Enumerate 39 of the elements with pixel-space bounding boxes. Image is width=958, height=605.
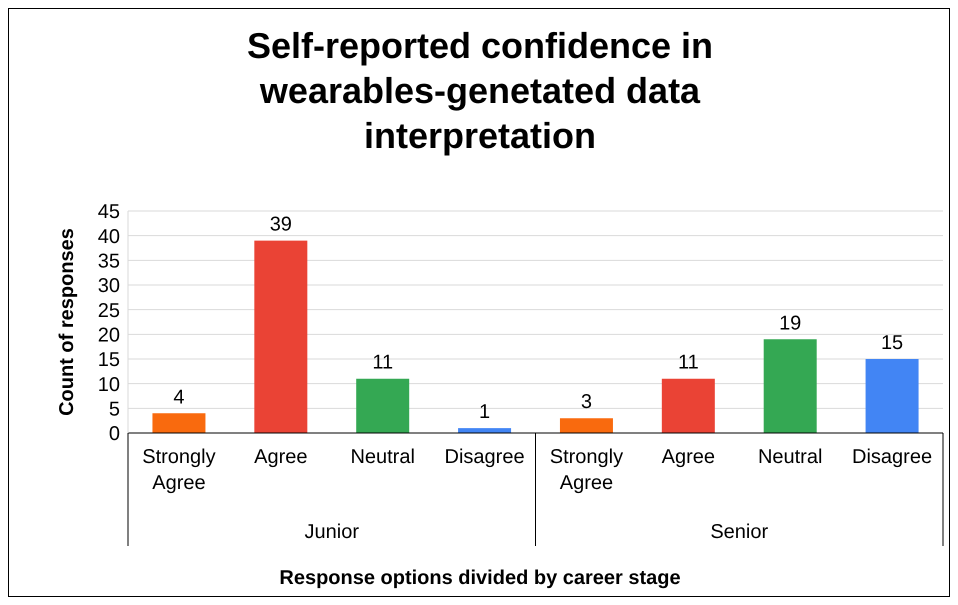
y-tick-label: 25 — [98, 300, 120, 322]
bar — [458, 428, 512, 433]
x-tick-label: Agree — [254, 446, 308, 468]
y-tick-label: 20 — [98, 324, 120, 346]
x-tick-label: Agree — [662, 446, 715, 468]
y-tick-label: 5 — [108, 398, 120, 420]
x-tick-label: Disagree — [852, 446, 932, 468]
bar — [152, 413, 206, 433]
data-label: 39 — [270, 214, 292, 236]
bar — [764, 339, 817, 433]
y-tick-label: 15 — [98, 349, 120, 372]
bar — [662, 378, 715, 433]
y-tick-label: 30 — [98, 275, 120, 298]
x-tick-label: Neutral — [350, 446, 415, 468]
data-label: 1 — [479, 401, 490, 424]
y-tick-label: 40 — [98, 226, 120, 248]
bar — [356, 378, 410, 433]
x-tick-label: Disagree — [444, 446, 525, 468]
data-label: 4 — [173, 386, 185, 408]
x-axis-title: Response options divided by career stage — [279, 567, 681, 589]
data-label: 15 — [880, 332, 904, 354]
data-label: 11 — [678, 352, 699, 374]
x-tick-label: Strongly Agree — [142, 446, 216, 494]
y-tick-label: 10 — [98, 374, 120, 396]
y-tick-label: 35 — [98, 250, 120, 272]
data-label: 3 — [580, 391, 592, 414]
data-label: 11 — [372, 352, 394, 374]
y-axis-title: Count of responses — [56, 228, 78, 416]
bar — [866, 359, 919, 433]
bar — [254, 240, 308, 433]
data-label: 19 — [779, 312, 802, 334]
x-tick-label: Strongly Agree — [550, 446, 624, 494]
y-tick-label: 45 — [98, 201, 120, 224]
chart-title: Self-reported confidence in wearables-genetated data interpretation — [246, 24, 714, 158]
text: Junior — [304, 521, 360, 543]
x-tick-label: Neutral — [758, 446, 822, 468]
text: Senior — [710, 521, 768, 543]
bar — [560, 418, 613, 433]
y-tick-label: 0 — [108, 423, 120, 446]
